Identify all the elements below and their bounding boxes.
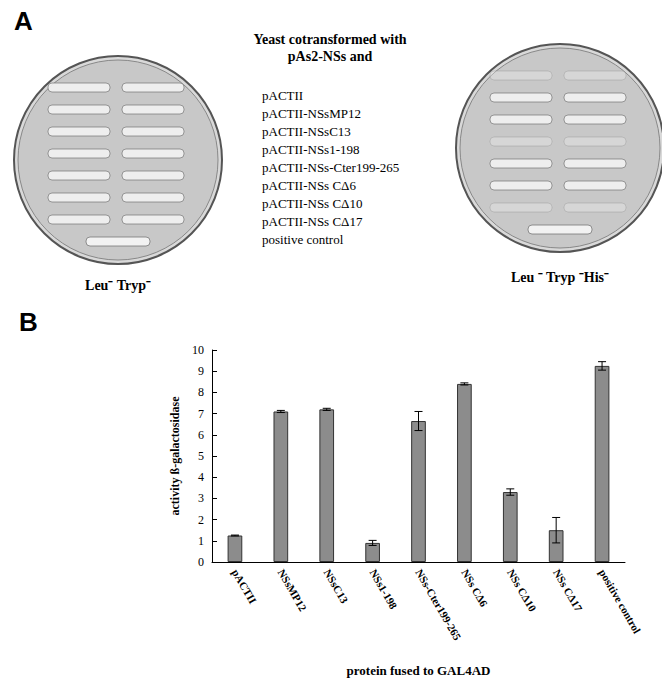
svg-text:0: 0 (198, 555, 204, 569)
svg-text:9: 9 (198, 364, 204, 378)
svg-text:pACTII-NSs CΔ17: pACTII-NSs CΔ17 (262, 214, 363, 229)
svg-text:pACTII-NSsMP12: pACTII-NSsMP12 (262, 106, 361, 121)
svg-text:pACTII-NSs CΔ6: pACTII-NSs CΔ6 (262, 178, 356, 193)
svg-text:5: 5 (198, 449, 204, 463)
svg-text:NSs-Cter199-265: NSs-Cter199-265 (413, 567, 464, 643)
svg-text:pAs2-NSs and: pAs2-NSs and (288, 49, 373, 64)
svg-text:8: 8 (198, 385, 204, 399)
svg-text:7: 7 (198, 407, 204, 421)
svg-text:pACTII: pACTII (262, 88, 303, 103)
svg-text:pACTII: pACTII (230, 567, 259, 606)
svg-text:positive control: positive control (597, 567, 643, 635)
svg-text:positive control: positive control (262, 232, 344, 247)
svg-text:Yeast cotransformed with: Yeast cotransformed with (253, 32, 406, 47)
svg-text:NSs CΔ17: NSs CΔ17 (551, 567, 585, 614)
svg-text:3: 3 (198, 491, 204, 505)
svg-text:Leu⁻ Tryp⁻: Leu⁻ Tryp⁻ (85, 278, 151, 293)
svg-text:NSsMP12: NSsMP12 (276, 567, 310, 614)
svg-text:10: 10 (192, 343, 204, 357)
svg-text:6: 6 (198, 428, 204, 442)
svg-text:NSs CΔ10: NSs CΔ10 (505, 567, 539, 614)
svg-text:4: 4 (198, 470, 204, 484)
svg-text:NSs CΔ6: NSs CΔ6 (459, 567, 490, 609)
svg-text:pACTII-NSs1-198: pACTII-NSs1-198 (262, 142, 360, 157)
svg-text:A: A (14, 6, 33, 36)
svg-text:NSsC13: NSsC13 (322, 567, 351, 606)
svg-text:B: B (19, 307, 38, 337)
svg-text:activity ß-galactosidase: activity ß-galactosidase (168, 396, 182, 516)
svg-text:Leu ⁻ Tryp ⁻His⁻: Leu ⁻ Tryp ⁻His⁻ (511, 270, 609, 285)
svg-text:2: 2 (198, 513, 204, 527)
svg-text:NSs1-198: NSs1-198 (367, 567, 400, 611)
svg-text:pACTII-NSsC13: pACTII-NSsC13 (262, 124, 351, 139)
svg-text:pACTII-NSs-Cter199-265: pACTII-NSs-Cter199-265 (262, 160, 399, 175)
svg-text:1: 1 (198, 534, 204, 548)
svg-text:pACTII-NSs CΔ10: pACTII-NSs CΔ10 (262, 196, 362, 211)
svg-text:protein fused to GAL4AD: protein fused to GAL4AD (347, 663, 491, 678)
